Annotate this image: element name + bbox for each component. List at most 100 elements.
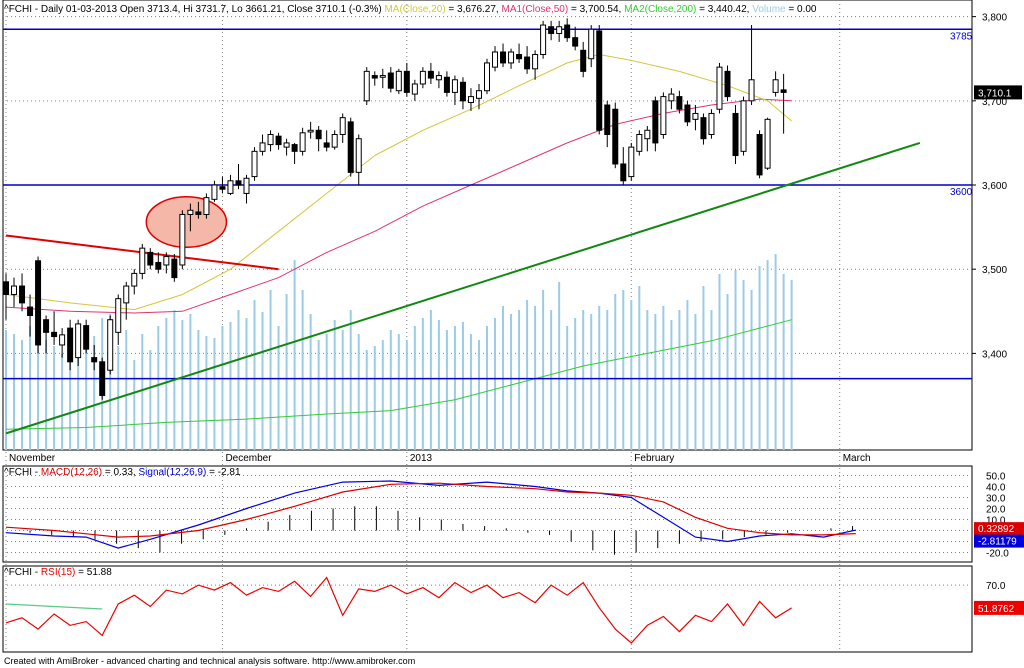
candle-body	[467, 96, 474, 104]
volume-bar	[694, 314, 697, 450]
volume-bar	[277, 326, 280, 450]
candle-body	[147, 251, 154, 266]
candle-body	[347, 121, 354, 173]
x-axis-label: 2013	[410, 453, 433, 464]
macd-axis-label: -20.0	[986, 549, 1009, 560]
candle-body	[299, 132, 306, 152]
price-axis-label: 3,400	[982, 349, 1007, 360]
candle-body	[211, 184, 218, 200]
volume-series	[5, 254, 793, 450]
highlight-ellipse	[145, 196, 228, 249]
volume-bar	[125, 330, 128, 450]
volume-bar	[750, 290, 753, 450]
candle-body	[379, 75, 386, 78]
macd-histogram	[29, 506, 854, 555]
candle-body	[780, 89, 787, 93]
price-header-part: MA2(Close,200)	[624, 4, 696, 15]
candle-body	[764, 118, 771, 169]
volume-bar	[157, 326, 160, 450]
macd-header-part: = -2.81	[206, 467, 241, 478]
candle-body	[756, 133, 763, 176]
volume-bar	[381, 340, 384, 450]
candle-body	[628, 146, 635, 178]
volume-bar	[205, 336, 208, 450]
price-header-part: Volume	[752, 4, 786, 15]
volume-bar	[389, 330, 392, 450]
price-header-part: = 3,700.54,	[568, 4, 624, 15]
candle-body	[459, 81, 466, 102]
candle-body	[275, 135, 282, 146]
price-axis-label: 3,800	[982, 13, 1007, 24]
volume-bar	[13, 334, 16, 450]
volume-bar	[469, 334, 472, 450]
candle-body	[492, 51, 499, 68]
candle-body	[155, 261, 162, 270]
candle-body	[27, 306, 34, 317]
macd-header-part: ^FCHI -	[4, 467, 41, 478]
volume-bar	[5, 330, 7, 450]
candle-body	[283, 142, 290, 148]
candle-body	[532, 54, 539, 70]
candle-body	[35, 260, 42, 346]
volume-bar	[293, 260, 296, 450]
candle-body	[580, 49, 587, 72]
candlestick-series	[3, 18, 787, 400]
volume-bar	[309, 314, 312, 450]
candle-body	[267, 133, 274, 146]
candle-body	[419, 70, 426, 85]
candle-body	[179, 213, 186, 266]
macd-axis-label: 50.0	[986, 472, 1006, 483]
candle-body	[251, 150, 258, 178]
volume-bar	[510, 314, 513, 450]
volume-bar	[181, 320, 184, 450]
volume-bar	[558, 282, 561, 450]
volume-bar	[678, 310, 681, 450]
candle-body	[636, 133, 643, 152]
candle-body	[203, 197, 210, 215]
candle-body	[556, 26, 563, 34]
candle-body	[11, 285, 18, 295]
price-axis-label: 3,600	[982, 181, 1007, 192]
x-axis-label: February	[634, 453, 674, 464]
macd-line	[5, 480, 856, 549]
candle-body	[475, 90, 482, 99]
volume-bar	[742, 280, 745, 450]
volume-bar	[566, 326, 569, 450]
rsi-neutral-segment	[5, 603, 103, 610]
candle-body	[51, 331, 58, 338]
candle-body	[620, 163, 627, 182]
signal-line	[5, 482, 856, 538]
candle-body	[660, 96, 667, 135]
volume-bar	[221, 326, 224, 450]
volume-bar	[213, 338, 216, 450]
volume-bar	[21, 340, 24, 450]
volume-bar	[245, 318, 248, 450]
volume-bar	[365, 350, 368, 450]
candle-body	[187, 209, 194, 215]
volume-bar	[397, 334, 400, 450]
volume-bar	[774, 254, 777, 450]
volume-bar	[317, 340, 320, 450]
volume-bar	[85, 340, 88, 450]
volume-bar	[718, 274, 721, 450]
volume-bar	[526, 300, 529, 450]
macd-header-part: Signal(12,26,9)	[138, 467, 206, 478]
candle-body	[387, 72, 394, 89]
candle-body	[131, 272, 138, 287]
volume-bar	[37, 314, 40, 450]
volume-bar	[726, 294, 729, 450]
volume-bar	[349, 310, 352, 450]
candle-body	[484, 62, 490, 92]
candle-body	[740, 100, 747, 152]
volume-bar	[702, 286, 705, 450]
horizontal-level-label: 3785	[950, 31, 973, 42]
price-header-part: ^FCHI - Daily 01-03-2013 Open 3713.4, Hi…	[4, 4, 384, 15]
rsi-header: ^FCHI - RSI(15) = 51.88	[4, 567, 112, 578]
x-axis-label: March	[843, 453, 871, 464]
candle-body	[75, 323, 82, 359]
candle-body	[83, 325, 90, 350]
candle-body	[355, 138, 362, 173]
panel-frame-3	[2, 565, 973, 653]
macd-header: ^FCHI - MACD(12,26) = 0.33, Signal(12,26…	[4, 467, 241, 478]
candle-body	[227, 180, 234, 194]
